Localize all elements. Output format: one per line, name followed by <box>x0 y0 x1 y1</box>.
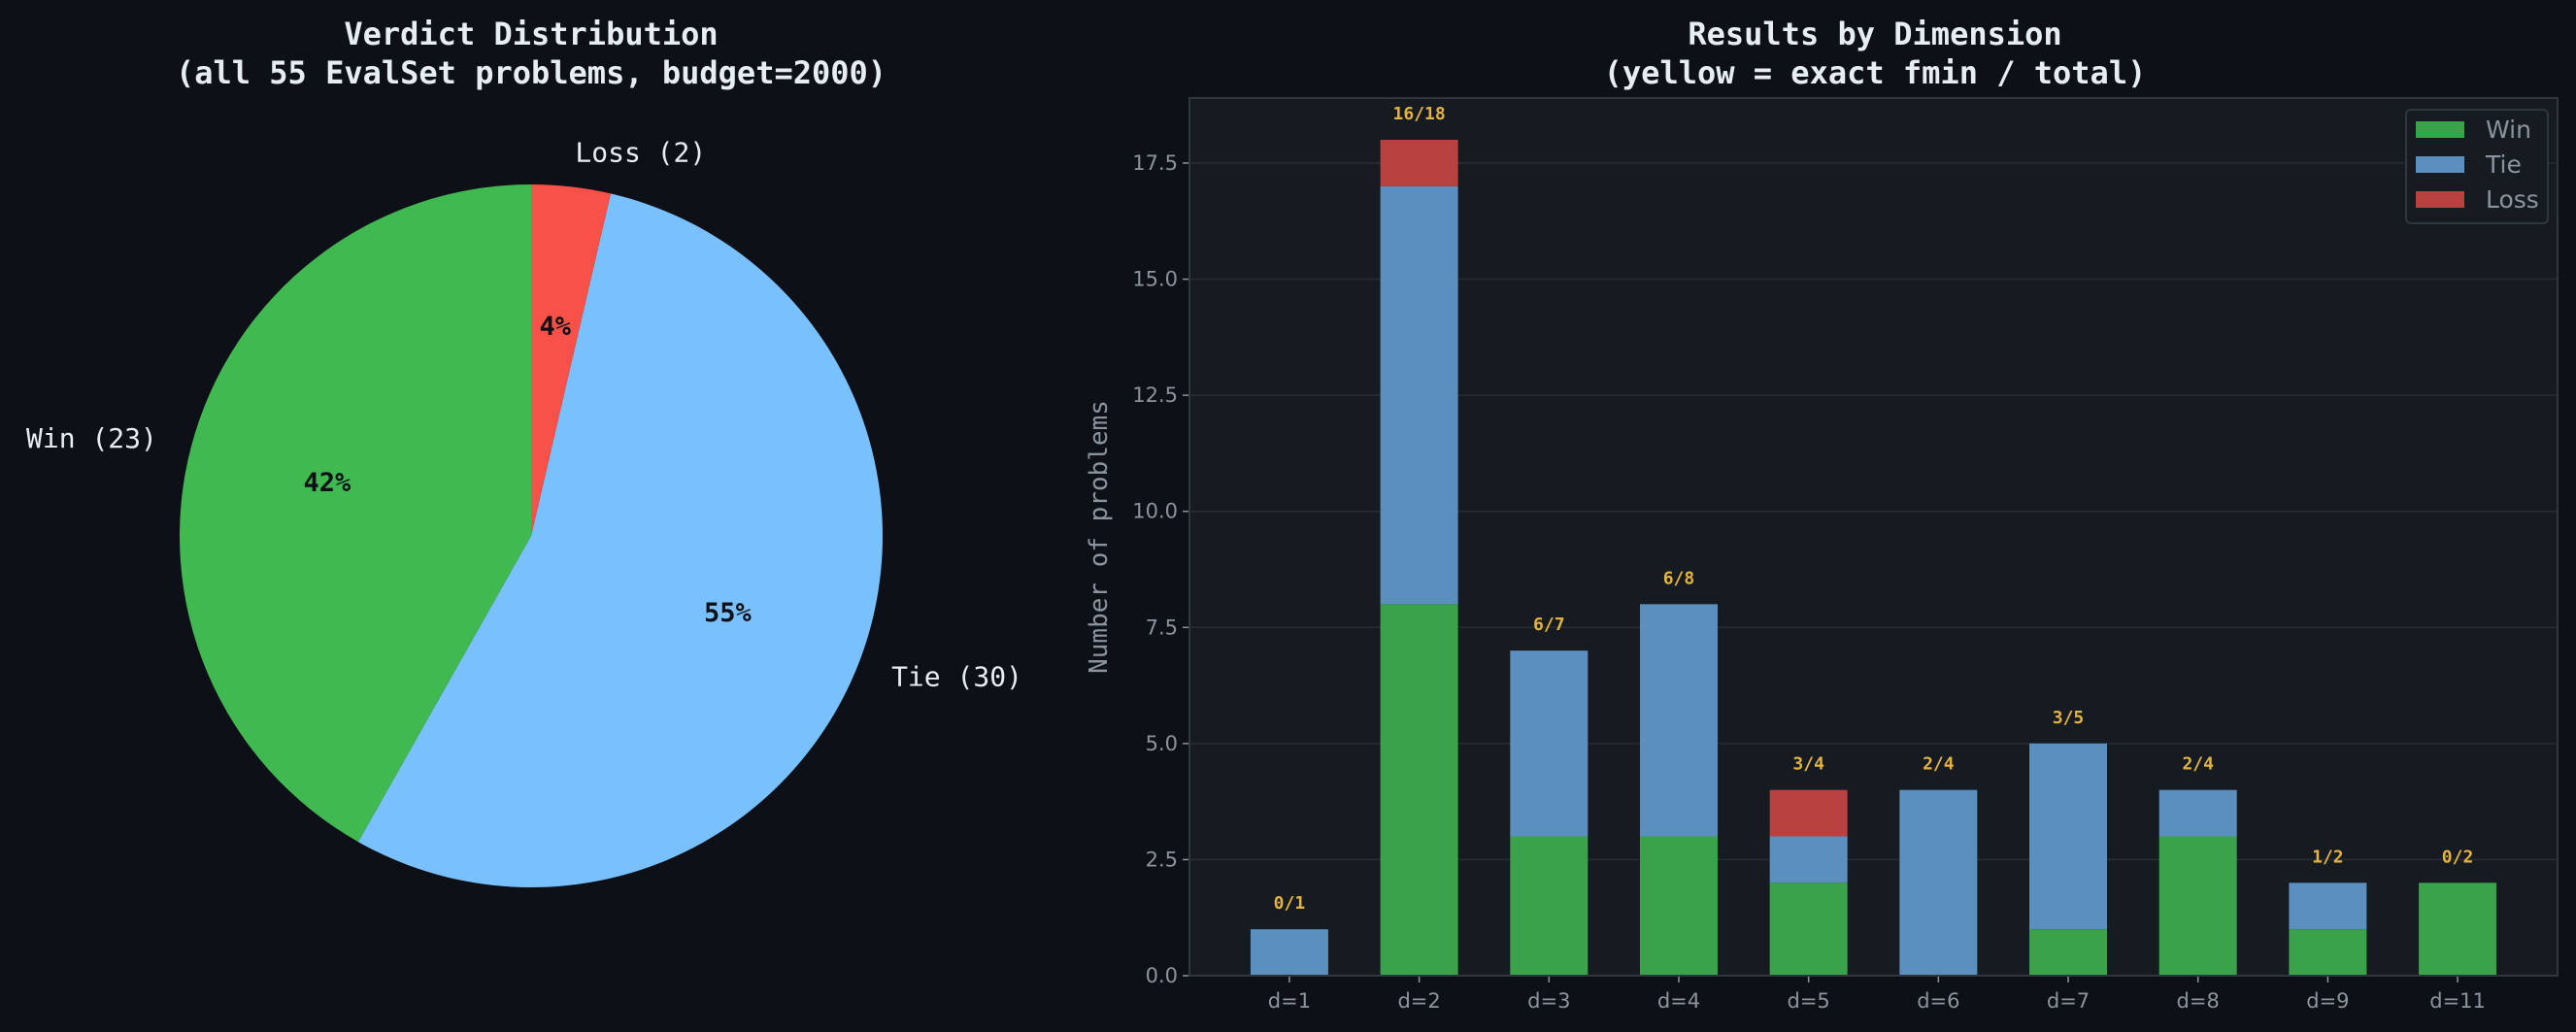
y-tick-label: 10.0 <box>1132 500 1178 523</box>
pie-chart: Verdict Distribution (all 55 EvalSet pro… <box>26 16 1022 887</box>
bar-win-d=11 <box>2419 882 2497 976</box>
bar-win-d=2 <box>1380 604 1458 976</box>
y-axis-label: Number of problems <box>1085 400 1114 674</box>
exact-fmin-annotation: 16/18 <box>1393 104 1446 124</box>
bar-tie-d=6 <box>1899 789 1978 976</box>
legend-swatch-win <box>2416 121 2464 138</box>
y-tick-label: 7.5 <box>1146 616 1178 639</box>
x-tick-label: d=3 <box>1527 989 1570 1013</box>
bar-win-d=3 <box>1510 836 1589 976</box>
y-tick-label: 5.0 <box>1146 732 1178 755</box>
x-tick-label: d=11 <box>2429 989 2486 1013</box>
exact-fmin-annotation: 3/5 <box>2053 708 2085 728</box>
pie-slice-label: Tie (30) <box>891 660 1022 692</box>
bar-tie-d=3 <box>1510 650 1589 837</box>
bar-win-d=5 <box>1769 882 1848 976</box>
bar-tie-d=1 <box>1250 929 1328 976</box>
legend-label-win: Win <box>2486 116 2531 144</box>
exact-fmin-annotation: 2/4 <box>1923 754 1955 775</box>
pie-title-line-2: (all 55 EvalSet problems, budget=2000) <box>176 54 887 91</box>
legend: Win Tie Loss <box>2405 109 2549 224</box>
pie-pct-label: 42% <box>304 468 352 498</box>
pie-pct-label: 55% <box>704 598 753 628</box>
bar-title-line-1: Results by Dimension <box>1688 16 2061 52</box>
legend-swatch-tie <box>2416 156 2464 173</box>
bar-loss-d=2 <box>1380 140 1458 186</box>
x-tick-label: d=5 <box>1788 989 1830 1013</box>
x-tick-label: d=1 <box>1268 989 1311 1013</box>
pie-pct-label: 4% <box>540 312 572 342</box>
bar-win-d=7 <box>2029 929 2108 976</box>
exact-fmin-annotation: 0/2 <box>2442 847 2474 867</box>
bar-title-line-2: (yellow = exact fmin / total) <box>1604 54 2147 91</box>
legend-label-loss: Loss <box>2486 185 2539 214</box>
exact-fmin-annotation: 1/2 <box>2312 847 2344 867</box>
bar-loss-d=5 <box>1769 789 1848 837</box>
x-tick-label: d=7 <box>2047 989 2090 1013</box>
x-tick-label: d=8 <box>2177 989 2220 1013</box>
exact-fmin-annotation: 6/7 <box>1533 615 1565 635</box>
pie-slice-win <box>179 184 532 843</box>
exact-fmin-annotation: 0/1 <box>1274 893 1306 914</box>
pie-slice-label: Loss (2) <box>575 136 706 168</box>
bar-chart: Results by Dimension (yellow = exact fmi… <box>1085 16 2559 1013</box>
bar-tie-d=8 <box>2158 789 2237 837</box>
x-tick-label: d=6 <box>1917 989 1959 1013</box>
legend-swatch-loss <box>2416 191 2464 208</box>
exact-fmin-annotation: 2/4 <box>2182 754 2214 775</box>
pie-slice-label: Win (23) <box>26 422 157 454</box>
y-tick-label: 12.5 <box>1132 383 1178 407</box>
y-tick-label: 0.0 <box>1146 964 1178 987</box>
x-tick-label: d=4 <box>1657 989 1700 1013</box>
axes-frame <box>1188 97 2559 977</box>
pie-slice-tie <box>357 193 883 887</box>
bar-tie-d=2 <box>1380 185 1458 605</box>
x-tick-label: d=2 <box>1397 989 1440 1013</box>
pie-title-line-1: Verdict Distribution <box>344 16 718 52</box>
bar-win-d=8 <box>2158 836 2237 976</box>
bar-tie-d=7 <box>2029 743 2108 930</box>
bar-tie-d=4 <box>1639 604 1718 837</box>
exact-fmin-annotation: 6/8 <box>1663 568 1695 588</box>
exact-fmin-annotation: 3/4 <box>1792 754 1824 775</box>
bar-tie-d=5 <box>1769 836 1848 883</box>
y-tick-label: 15.0 <box>1132 268 1178 291</box>
legend-label-tie: Tie <box>2485 150 2522 179</box>
bar-win-d=4 <box>1639 836 1718 976</box>
bar-tie-d=9 <box>2289 882 2367 930</box>
bar-win-d=9 <box>2289 929 2367 976</box>
x-tick-label: d=9 <box>2306 989 2349 1013</box>
y-tick-label: 2.5 <box>1146 848 1178 871</box>
pie-slice-loss <box>531 184 611 536</box>
y-tick-label: 17.5 <box>1132 151 1178 175</box>
